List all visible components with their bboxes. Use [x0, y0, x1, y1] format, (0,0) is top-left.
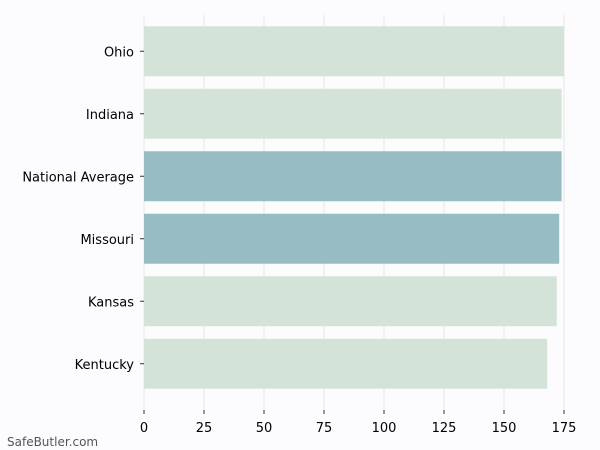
category-label-kansas: Kansas: [88, 295, 134, 310]
category-label-national-average: National Average: [22, 170, 134, 185]
bar-missouri: [144, 213, 560, 264]
category-label-ohio: Ohio: [104, 45, 134, 60]
category-label-kentucky: Kentucky: [75, 358, 135, 373]
x-tick-label-175: 175: [552, 421, 577, 436]
bar-national-average: [144, 151, 562, 202]
grid-lines: [143, 15, 565, 410]
x-tick-label-150: 150: [492, 421, 517, 436]
bar-kentucky: [144, 338, 548, 389]
category-labels: Ohio Indiana National Average Missouri Kansa…: [22, 45, 144, 373]
watermark: SafeButler.com: [7, 435, 98, 449]
x-tick-label-75: 75: [316, 421, 333, 436]
x-tick-label-50: 50: [256, 421, 273, 436]
x-tick-label-0: 0: [140, 421, 148, 436]
x-tick-label-125: 125: [432, 421, 457, 436]
bar-kansas: [144, 276, 557, 327]
bars: [144, 26, 564, 389]
x-axis: 0 25 50 75 100 125 150 175: [140, 410, 577, 436]
bar-indiana: [144, 88, 562, 139]
bar-ohio: [144, 26, 564, 77]
x-tick-label-100: 100: [372, 421, 397, 436]
category-label-indiana: Indiana: [86, 108, 134, 123]
x-tick-label-25: 25: [196, 421, 213, 436]
category-label-missouri: Missouri: [80, 233, 134, 248]
